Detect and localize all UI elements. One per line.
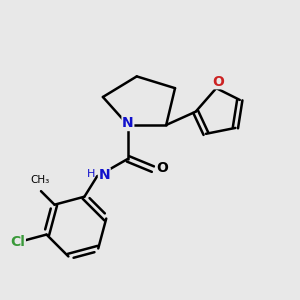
Text: H: H: [87, 169, 95, 178]
Text: CH₃: CH₃: [30, 175, 49, 185]
Text: O: O: [156, 161, 168, 175]
Text: N: N: [122, 116, 134, 130]
Text: N: N: [98, 168, 110, 182]
Text: Cl: Cl: [11, 235, 25, 249]
Text: O: O: [212, 75, 224, 89]
